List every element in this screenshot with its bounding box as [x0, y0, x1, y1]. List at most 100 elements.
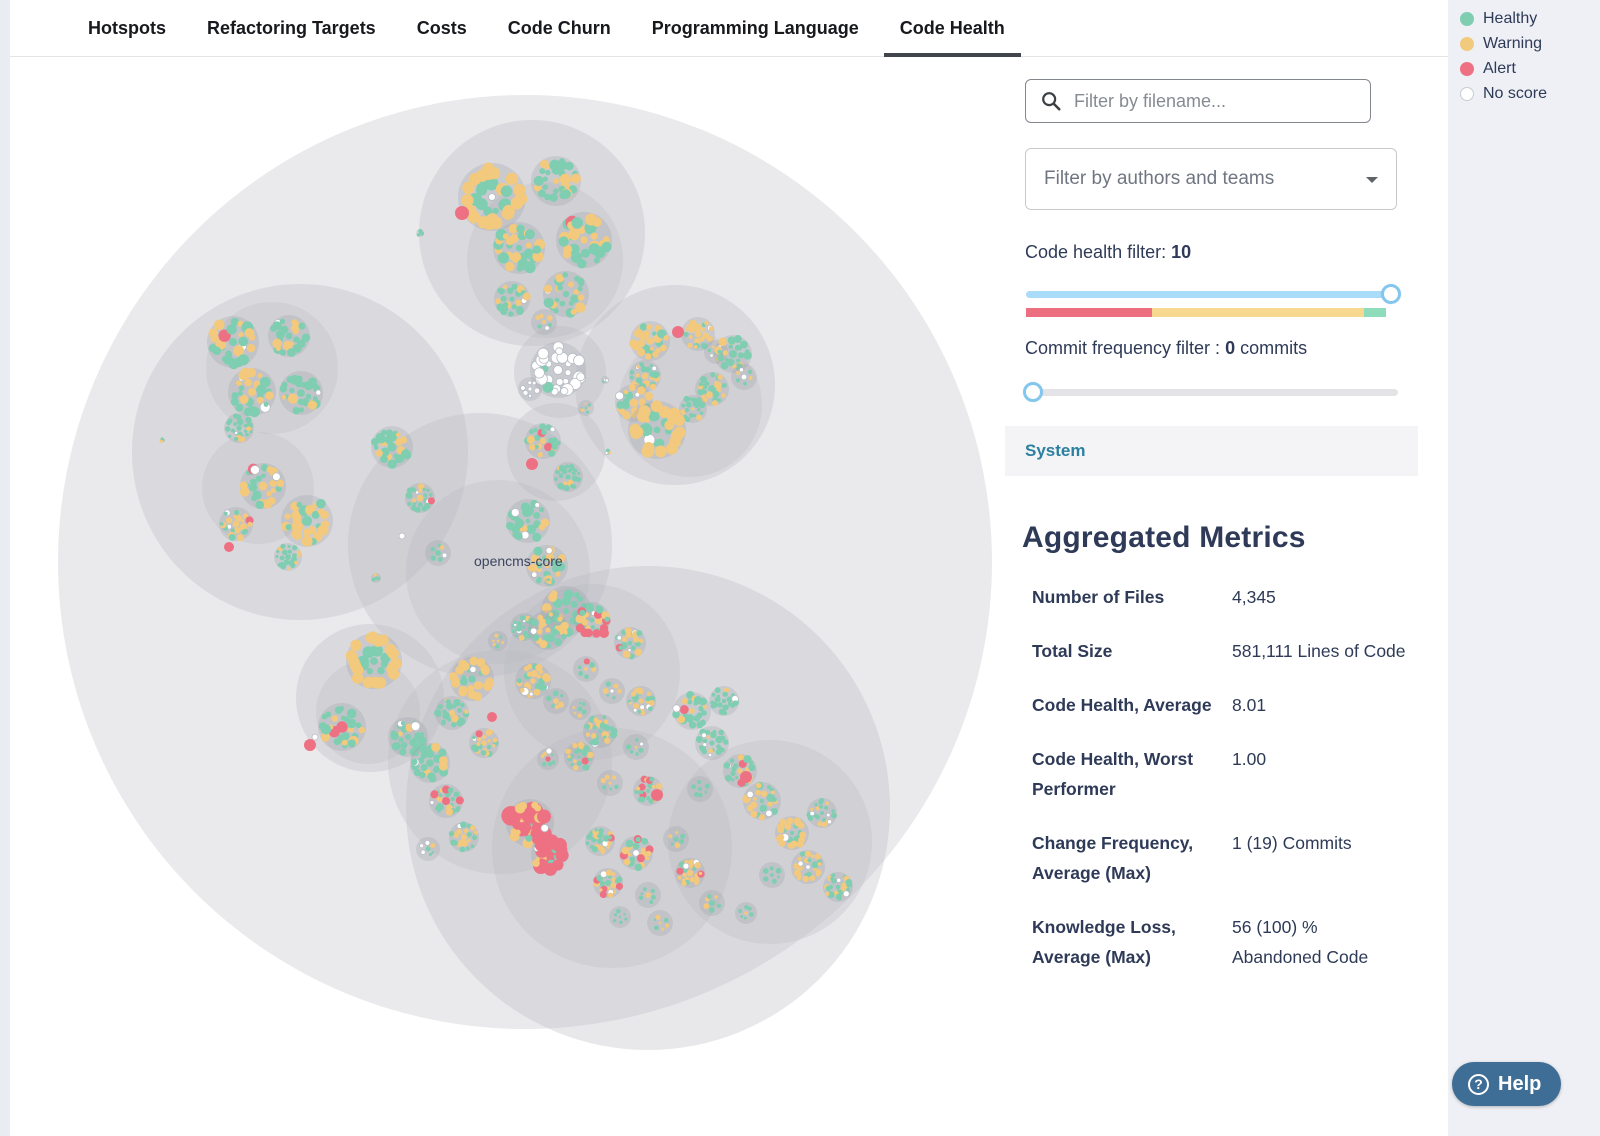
file-dot[interactable]	[635, 373, 640, 378]
file-dot[interactable]	[614, 877, 621, 884]
file-dot[interactable]	[473, 830, 479, 835]
file-dot[interactable]	[294, 560, 299, 565]
file-dot[interactable]	[562, 271, 569, 278]
file-dot[interactable]	[470, 844, 475, 849]
file-dot[interactable]	[733, 763, 739, 769]
file-dot[interactable]	[639, 362, 645, 367]
file-dot[interactable]	[526, 633, 532, 639]
file-dot[interactable]	[817, 862, 822, 866]
file-dot[interactable]	[525, 518, 531, 524]
file-dot[interactable]	[460, 833, 468, 841]
file-dot[interactable]	[830, 876, 834, 881]
file-dot[interactable]	[531, 571, 538, 578]
file-dot[interactable]	[484, 176, 499, 191]
file-dot[interactable]	[518, 635, 525, 641]
file-dot[interactable]	[417, 483, 425, 490]
file-dot[interactable]	[578, 742, 585, 750]
file-dot[interactable]	[636, 364, 640, 369]
file-dot[interactable]	[724, 357, 729, 363]
file-dot[interactable]	[538, 669, 544, 675]
file-dot[interactable]	[519, 801, 528, 810]
file-dot[interactable]	[455, 796, 464, 805]
file-dot[interactable]	[660, 344, 667, 352]
file-dot[interactable]	[563, 589, 574, 600]
file-dot[interactable]	[522, 625, 526, 629]
file-dot[interactable]	[698, 871, 703, 876]
file-dot[interactable]	[406, 487, 413, 494]
file-dot[interactable]	[787, 842, 795, 850]
file-dot[interactable]	[502, 233, 509, 240]
file-dot[interactable]	[540, 684, 547, 691]
file-dot[interactable]	[796, 840, 804, 848]
file-dot[interactable]	[679, 705, 689, 715]
file-dot[interactable]	[602, 376, 606, 380]
file-dot[interactable]	[438, 793, 443, 798]
file-dot[interactable]	[534, 547, 543, 556]
file-dot[interactable]	[533, 387, 541, 394]
file-dot[interactable]	[445, 807, 454, 816]
file-dot[interactable]	[580, 406, 583, 409]
file-dot[interactable]	[567, 754, 571, 759]
file-dot[interactable]	[266, 490, 272, 497]
file-dot[interactable]	[347, 739, 356, 748]
file-dot[interactable]	[831, 812, 837, 819]
file-dot[interactable]	[634, 745, 638, 749]
file-dot[interactable]	[285, 332, 293, 340]
file-dot[interactable]	[470, 825, 476, 831]
file-dot[interactable]	[636, 786, 641, 791]
file-dot[interactable]	[560, 633, 567, 640]
file-dot[interactable]	[502, 284, 508, 290]
file-dot[interactable]	[653, 925, 659, 931]
file-dot[interactable]	[540, 754, 545, 759]
file-dot[interactable]	[738, 367, 744, 373]
file-dot[interactable]	[646, 691, 651, 696]
file-dot[interactable]	[574, 302, 586, 313]
file-dot[interactable]	[645, 366, 652, 373]
file-dot[interactable]	[418, 732, 425, 738]
file-dot[interactable]	[775, 867, 782, 874]
file-dot[interactable]	[279, 318, 286, 325]
file-dot[interactable]	[602, 380, 605, 383]
file-dot[interactable]	[706, 894, 712, 899]
file-dot[interactable]	[593, 717, 599, 723]
file-dot[interactable]	[542, 176, 548, 182]
file-dot[interactable]	[554, 638, 563, 647]
file-dot[interactable]	[554, 704, 560, 710]
file-dot[interactable]	[542, 320, 546, 324]
tab-costs[interactable]: Costs	[416, 17, 467, 38]
file-dot[interactable]	[708, 385, 716, 393]
file-dot[interactable]	[736, 358, 741, 363]
file-dot[interactable]	[705, 729, 711, 735]
file-dot[interactable]	[672, 704, 681, 713]
file-dot[interactable]	[510, 508, 520, 517]
file-dot[interactable]	[674, 842, 681, 849]
file-dot[interactable]	[689, 413, 694, 418]
file-dot[interactable]	[571, 173, 581, 184]
code-health-slider-handle[interactable]	[1381, 284, 1401, 304]
file-dot[interactable]	[232, 520, 240, 528]
file-dot[interactable]	[694, 792, 700, 798]
file-dot[interactable]	[536, 576, 542, 582]
file-dot[interactable]	[235, 403, 244, 412]
file-dot[interactable]	[575, 623, 585, 633]
file-dot[interactable]	[245, 432, 249, 437]
file-dot[interactable]	[506, 521, 515, 530]
file-dot[interactable]	[531, 619, 539, 627]
file-dot[interactable]	[623, 913, 626, 916]
file-dot[interactable]	[532, 250, 544, 263]
file-dot[interactable]	[632, 849, 640, 857]
file-dot[interactable]	[526, 663, 533, 670]
file-dot[interactable]	[542, 184, 549, 190]
file-dot[interactable]	[381, 429, 387, 436]
tab-code-churn[interactable]: Code Churn	[507, 17, 611, 38]
file-dot[interactable]	[826, 812, 831, 818]
file-dot-alert[interactable]	[455, 206, 469, 220]
file-dot[interactable]	[419, 744, 429, 754]
file-dot[interactable]	[508, 311, 514, 317]
file-dot[interactable]	[298, 322, 306, 330]
file-dot[interactable]	[614, 784, 619, 790]
file-dot[interactable]	[331, 715, 339, 722]
file-dot[interactable]	[287, 348, 296, 357]
file-dot[interactable]	[627, 640, 633, 646]
file-dot[interactable]	[541, 761, 547, 767]
